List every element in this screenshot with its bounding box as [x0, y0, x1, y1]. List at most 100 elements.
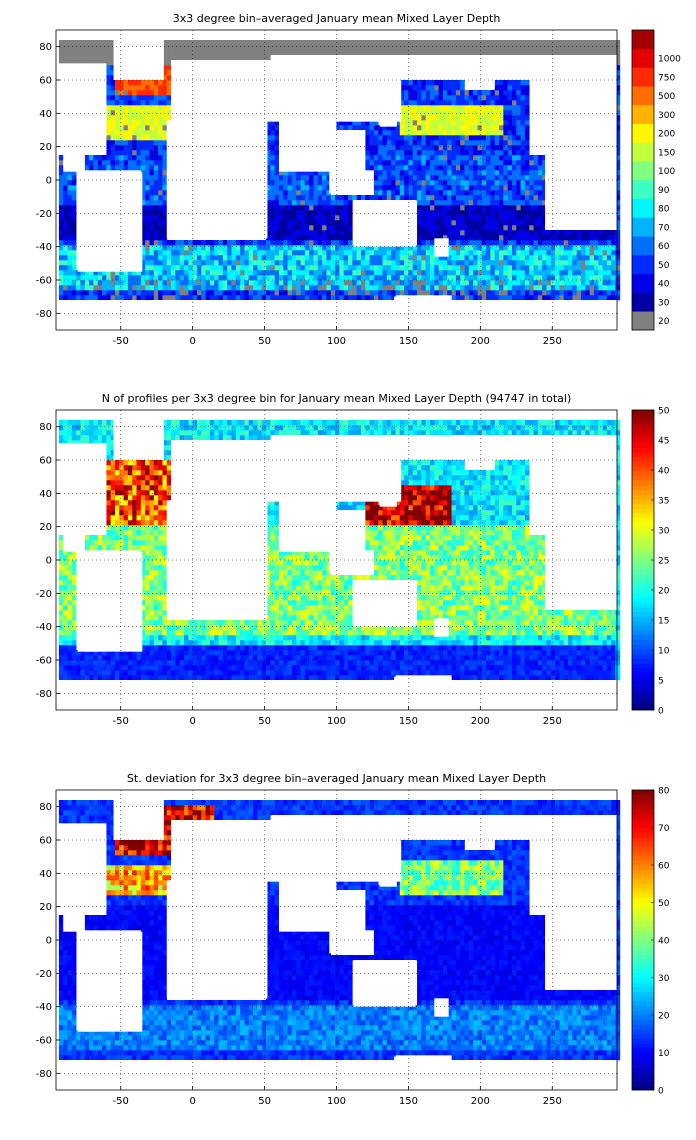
- heatmap-cell: [153, 125, 159, 131]
- heatmap-cell: [412, 95, 418, 101]
- heatmap-cell: [67, 550, 73, 556]
- heatmap-cell: [533, 275, 539, 281]
- heatmap-cell: [244, 650, 250, 656]
- heatmap-cell: [503, 110, 508, 116]
- heatmap-cell: [80, 60, 86, 66]
- heatmap-cell: [158, 495, 163, 501]
- heatmap-cell: [559, 45, 565, 51]
- heatmap-cell: [425, 245, 431, 251]
- heatmap-cell: [309, 190, 314, 196]
- heatmap-cell: [537, 160, 543, 166]
- heatmap-cell: [149, 475, 155, 481]
- heatmap-cell: [227, 640, 232, 646]
- heatmap-cell: [438, 80, 444, 86]
- heatmap-cell: [300, 280, 306, 286]
- heatmap-cell: [140, 115, 146, 121]
- heatmap-cell: [140, 245, 146, 251]
- heatmap-cell: [430, 80, 435, 86]
- heatmap-cell: [520, 220, 526, 226]
- heatmap-cell: [511, 95, 517, 101]
- heatmap-cell: [615, 270, 621, 276]
- heatmap-cell: [296, 260, 301, 266]
- heatmap-cell: [404, 80, 409, 86]
- heatmap-cell: [494, 200, 500, 206]
- y-tick-label: -40: [36, 242, 52, 253]
- heatmap-cell: [451, 85, 457, 91]
- heatmap-cell: [145, 210, 150, 216]
- heatmap-cell: [494, 80, 500, 86]
- heatmap-cell: [119, 655, 124, 661]
- heatmap-cell: [615, 55, 621, 61]
- heatmap-cell: [71, 550, 77, 556]
- heatmap-cell: [119, 155, 124, 161]
- heatmap-cell: [110, 465, 116, 471]
- heatmap-cell: [58, 575, 64, 581]
- heatmap-cell: [240, 435, 245, 441]
- heatmap-cell: [373, 150, 379, 156]
- heatmap-cell: [136, 500, 142, 506]
- heatmap-cell: [447, 265, 452, 271]
- colorbar-label: 60: [658, 242, 670, 252]
- heatmap-cell: [572, 240, 578, 246]
- heatmap-cell: [511, 210, 517, 216]
- heatmap-cell: [593, 290, 599, 296]
- heatmap-cell: [132, 490, 137, 496]
- heatmap-cell: [348, 260, 353, 266]
- heatmap-cell: [468, 110, 474, 116]
- heatmap-cell: [162, 130, 168, 136]
- heatmap-cell: [63, 425, 68, 431]
- heatmap-cell: [127, 285, 133, 291]
- heatmap-cell: [326, 215, 332, 221]
- heatmap-cell: [460, 240, 465, 246]
- heatmap-cell: [537, 240, 543, 246]
- heatmap-cell: [511, 140, 517, 146]
- heatmap-cell: [136, 165, 142, 171]
- heatmap-cell: [537, 280, 543, 286]
- heatmap-cell: [114, 115, 120, 121]
- heatmap-cell: [615, 240, 621, 246]
- heatmap-cell: [455, 190, 461, 196]
- heatmap-cell: [140, 625, 146, 631]
- heatmap-cell: [473, 165, 478, 171]
- heatmap-cell: [473, 275, 478, 281]
- heatmap-cell: [395, 190, 401, 196]
- heatmap-cell: [192, 255, 198, 261]
- heatmap-cell: [162, 250, 168, 256]
- heatmap-cell: [300, 220, 306, 226]
- heatmap-cell: [127, 665, 133, 671]
- heatmap-cell: [67, 290, 73, 296]
- heatmap-cell: [507, 275, 513, 281]
- heatmap-cell: [158, 470, 163, 476]
- heatmap-cell: [175, 425, 181, 431]
- heatmap-cell: [235, 55, 241, 61]
- heatmap-cell: [520, 120, 526, 126]
- heatmap-cell: [149, 255, 155, 261]
- heatmap-cell: [140, 555, 146, 561]
- heatmap-cell: [114, 675, 120, 681]
- heatmap-cell: [76, 60, 81, 66]
- heatmap-cell: [343, 230, 349, 236]
- heatmap-cell: [615, 165, 621, 171]
- heatmap-cell: [158, 610, 163, 616]
- heatmap-cell: [386, 50, 392, 56]
- heatmap-cell: [404, 160, 409, 166]
- heatmap-cell: [291, 250, 297, 256]
- heatmap-cell: [110, 520, 116, 526]
- heatmap-cell: [222, 290, 228, 296]
- heatmap-cell: [132, 80, 137, 86]
- heatmap-cell: [114, 150, 120, 156]
- heatmap-cell: [499, 120, 504, 126]
- colorbar-segment: [632, 67, 654, 87]
- heatmap-cell: [464, 135, 470, 141]
- heatmap-cell: [93, 60, 99, 66]
- heatmap-cell: [71, 230, 77, 236]
- heatmap-cell: [114, 130, 120, 136]
- heatmap-cell: [266, 135, 271, 141]
- heatmap-cell: [593, 265, 599, 271]
- heatmap-cell: [127, 145, 133, 151]
- heatmap-cell: [486, 220, 491, 226]
- heatmap-cell: [451, 235, 457, 241]
- heatmap-cell: [222, 640, 228, 646]
- heatmap-cell: [287, 260, 293, 266]
- heatmap-cell: [58, 290, 64, 296]
